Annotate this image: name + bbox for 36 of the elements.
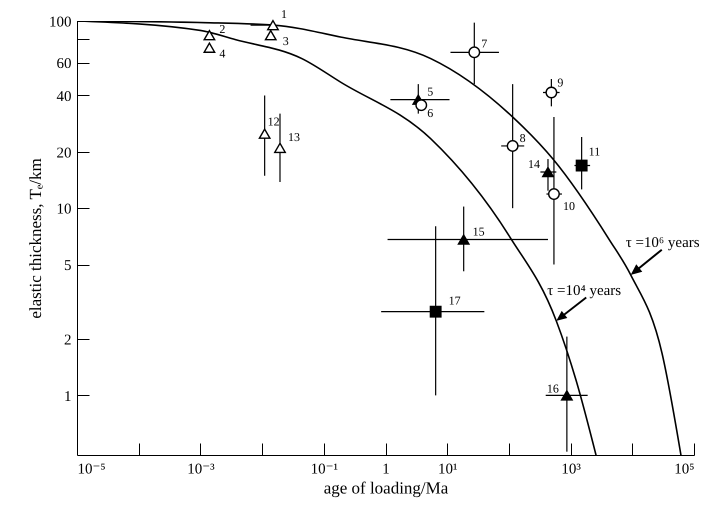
y-tick-label: 5 (64, 258, 72, 274)
x-tick-label: 10⁻⁵ (78, 462, 106, 478)
y-tick-label: 100 (49, 14, 72, 30)
x-tick-label: 10⁻³ (187, 462, 216, 478)
annotation: 2 (219, 22, 226, 36)
x-axis-title: age of loading/Ma (324, 478, 449, 498)
x-tick-label: 10⁻¹ (310, 462, 338, 478)
annotation: τ =10⁶ years (626, 234, 700, 251)
annotation: 5 (427, 84, 434, 99)
y-tick-label: 60 (56, 56, 72, 72)
annotation: τ =10⁴ years (547, 282, 622, 299)
annotation: 3 (282, 34, 289, 48)
x-tick-label: 1 (382, 462, 390, 478)
y-tick-label: 1 (64, 388, 72, 405)
y-tick-label: 20 (56, 145, 72, 162)
annotation: 1 (280, 7, 287, 22)
annotation: 10 (562, 199, 575, 214)
annotation: 11 (588, 144, 600, 159)
x-tick-label: 10⁵ (674, 462, 694, 478)
y-axis-title: elastic thickness, Tₑ/km (26, 158, 45, 319)
y-tick-label: 10 (56, 202, 72, 218)
annotation: 4 (219, 46, 226, 61)
annotation: 9 (557, 75, 564, 90)
y-tick-label: 2 (64, 332, 72, 348)
annotation: 6 (427, 106, 434, 120)
annotation: 8 (520, 130, 526, 145)
x-tick-label: 10¹ (438, 462, 458, 478)
annotation: 14 (528, 157, 540, 172)
annotation: 15 (472, 224, 485, 239)
annotation: 16 (546, 381, 559, 396)
annotation: 13 (288, 130, 300, 144)
x-tick-label: 10³ (561, 462, 582, 478)
annotation: 7 (481, 36, 488, 50)
annotation: 17 (448, 294, 461, 308)
y-tick-label: 40 (56, 88, 72, 105)
annotation: 12 (268, 114, 280, 129)
